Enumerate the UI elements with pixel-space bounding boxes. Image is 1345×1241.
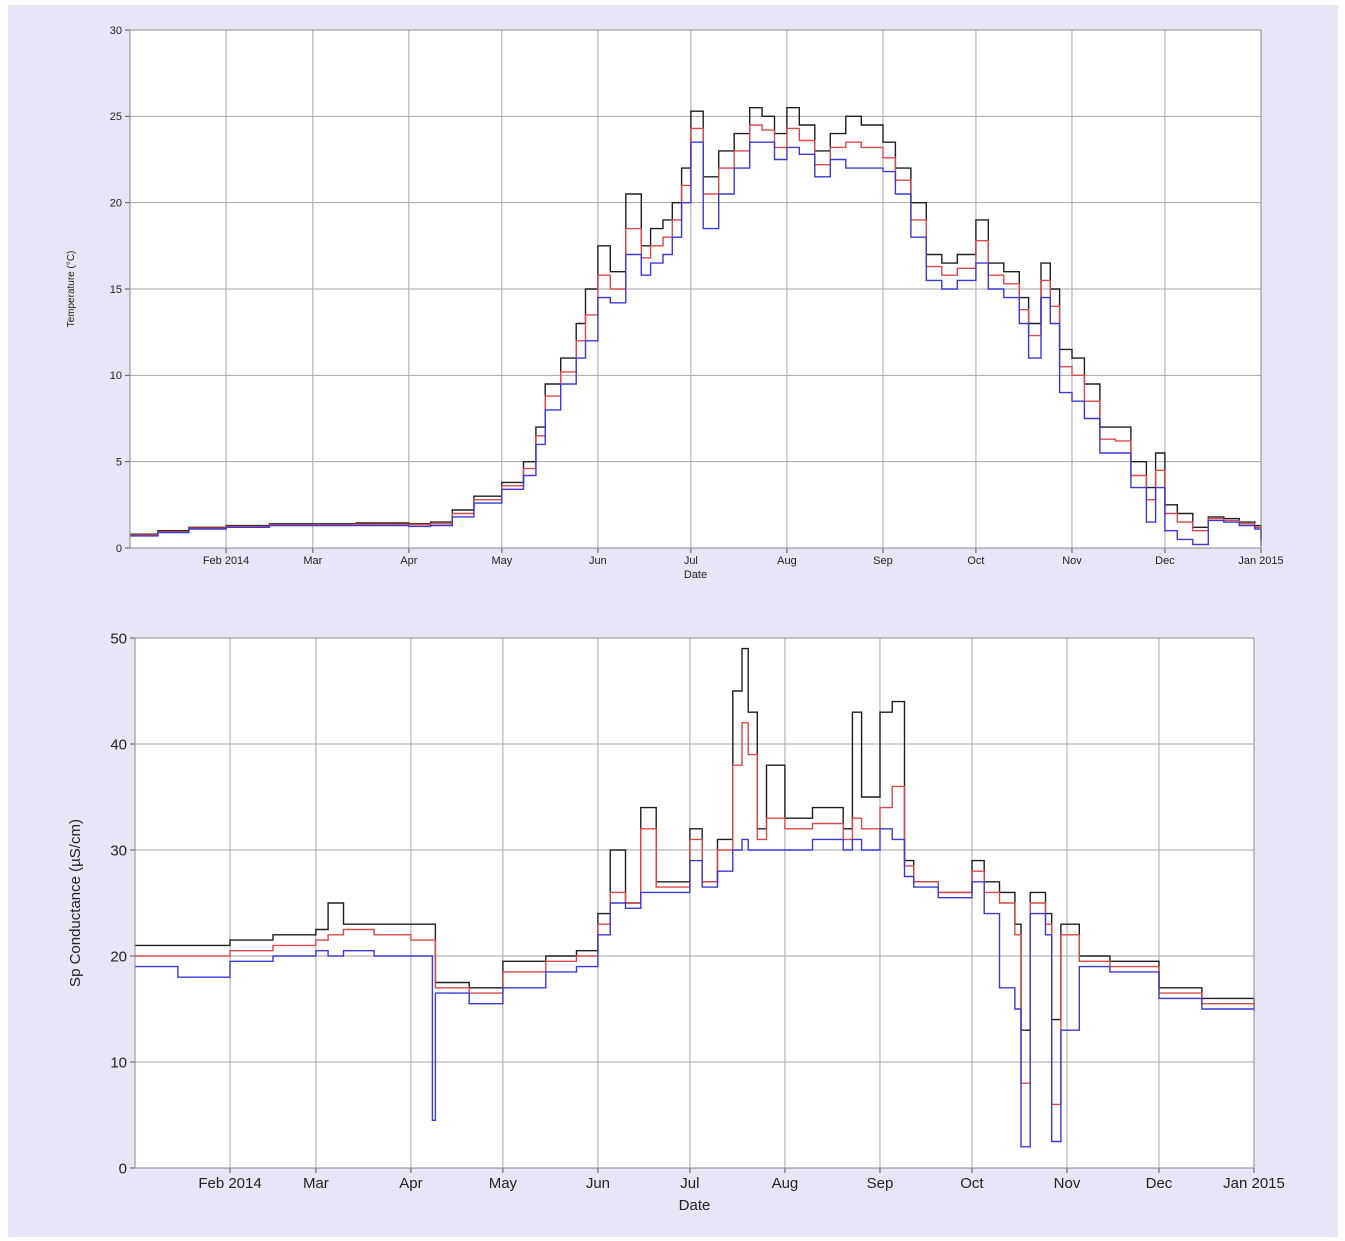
chart-1: 0 5 10 15 20 25 30 Feb 2014 Mar Apr May Jun Jul Aug Se… [66, 25, 1284, 581]
x-tick-label: Sep [873, 555, 893, 567]
y-tick-label: 20 [110, 948, 127, 965]
x-tick-label: Apr [400, 555, 417, 567]
y-tick-label: 10 [110, 370, 122, 382]
x-tick-label: Aug [772, 1175, 799, 1192]
y-tick-label: 30 [110, 842, 127, 859]
x-tick-label: Mar [303, 1175, 329, 1192]
x-tick-label: May [491, 555, 512, 567]
y-tick-label: 40 [110, 736, 127, 753]
x-tick-label: Jan 2015 [1223, 1175, 1285, 1192]
y-tick-label: 10 [110, 1054, 127, 1071]
y-tick-label: 20 [110, 198, 122, 210]
y-tick-label: 0 [119, 1160, 127, 1177]
x-tick-label: Oct [967, 555, 984, 567]
y-tick-label: 5 [116, 457, 122, 469]
plot-border [129, 29, 1262, 549]
series-line-min [130, 141, 1262, 547]
x-tick-label: Apr [399, 1175, 422, 1192]
x-tick-label: Sep [867, 1175, 894, 1192]
x-axis-label: Date [679, 1197, 711, 1214]
x-axis-label: Date [684, 569, 707, 581]
series-line-min [135, 828, 1255, 1148]
y-tick-label: 50 [110, 630, 127, 647]
x-tick-label: Dec [1155, 555, 1175, 567]
y-tick-label: 0 [116, 543, 122, 555]
x-tick-label: Oct [960, 1175, 984, 1192]
x-tick-label: Jun [589, 555, 607, 567]
plot-area [135, 638, 1254, 1168]
y-tick-label: 30 [110, 25, 122, 37]
y-tick-label: 25 [110, 111, 122, 123]
x-tick-label: Nov [1062, 555, 1082, 567]
y-tick-label: 15 [110, 284, 122, 296]
x-tick-label: Feb 2014 [198, 1175, 261, 1192]
y-axis-label: Sp Conductance (µS/cm) [67, 819, 84, 987]
x-tick-label: Jul [680, 1175, 699, 1192]
y-axis-label: Temperature (°C) [66, 251, 77, 328]
plot-border [134, 637, 1255, 1169]
x-tick-label: Feb 2014 [203, 555, 249, 567]
x-tick-label: Jan 2015 [1238, 555, 1283, 567]
x-tick-label: Dec [1146, 1175, 1173, 1192]
chart-2: 0 10 20 30 40 50 Feb 2014 Mar Apr May Jun Jul Aug Sep… [67, 630, 1285, 1214]
x-tick-label: Nov [1054, 1175, 1081, 1192]
x-tick-label: May [489, 1175, 518, 1192]
x-tick-label: Mar [303, 555, 322, 567]
x-tick-label: Jul [684, 555, 698, 567]
x-tick-label: Jun [586, 1175, 610, 1192]
x-tick-label: Aug [777, 555, 797, 567]
